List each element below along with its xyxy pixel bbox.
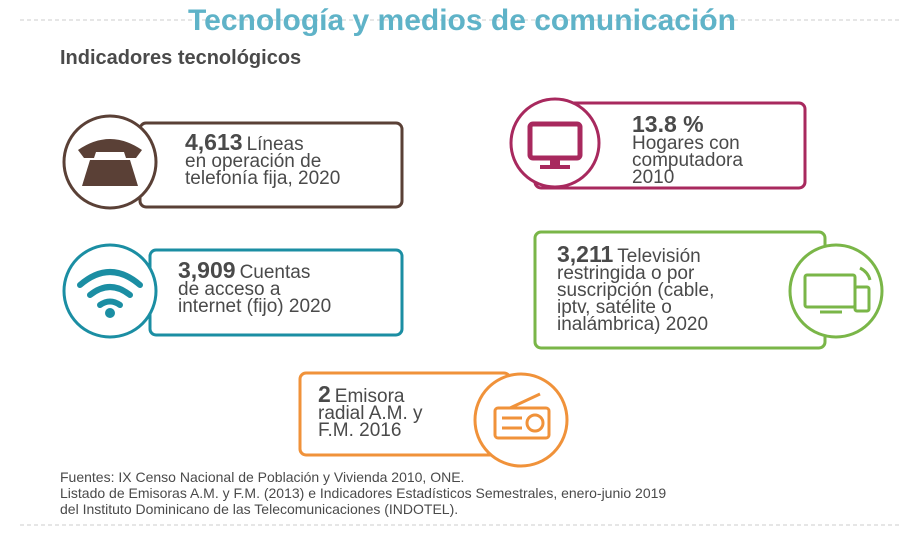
- card-line: restringida o por: [557, 263, 695, 284]
- card-number: 3,909: [178, 257, 236, 283]
- section-title: Indicadores tecnológicos: [60, 47, 301, 69]
- phone-icon: [78, 139, 142, 186]
- tv-icon: [803, 266, 872, 314]
- card-number: 13.8 %: [632, 111, 704, 137]
- radio-icon: [493, 392, 551, 440]
- card-text: 3,909 Cuentas de acceso a internet (fijo) 2…: [178, 257, 331, 317]
- card-line: Cuentas: [240, 262, 311, 283]
- card-line: suscripción (cable,: [557, 280, 714, 301]
- card-text: 3,211 Televisión restringida o por suscripc…: [557, 241, 714, 335]
- card-line: inalámbrica) 2020: [557, 314, 708, 335]
- card-line: en operación de: [185, 151, 321, 172]
- card-number: 2: [318, 381, 331, 407]
- card-text: 2 Emisora radial A.M. y F.M. 2016: [318, 381, 423, 441]
- source-line: del Instituto Dominicano de las Telecomu…: [60, 501, 458, 517]
- card-number: 4,613: [185, 129, 243, 155]
- wifi-icon: [77, 269, 143, 318]
- card-line: Hogares con: [632, 133, 740, 154]
- card-line: Televisión: [617, 246, 700, 267]
- source-line: Fuentes: IX Censo Nacional de Población …: [60, 469, 464, 485]
- card-line: Líneas: [247, 134, 304, 155]
- card-number: 3,211: [557, 241, 613, 267]
- icon-circle: [509, 97, 601, 189]
- page-title: Tecnología y medios de comunicación: [188, 4, 736, 37]
- card-line: iptv, satélite o: [557, 297, 672, 318]
- icon-circle: [788, 243, 884, 339]
- card-line: F.M. 2016: [318, 420, 401, 441]
- computer-icon: [527, 121, 583, 169]
- card-line: computadora: [632, 150, 743, 171]
- icon-circle: [473, 372, 569, 468]
- source-line: Listado de Emisoras A.M. y F.M. (2013) e…: [60, 485, 666, 501]
- card-line: radial A.M. y: [318, 403, 423, 424]
- card-text: 4,613 Líneas en operación de telefonía fija…: [185, 129, 340, 189]
- card-line: internet (fijo) 2020: [178, 296, 331, 317]
- card-text: 13.8 % Hogares con computadora 2010: [632, 111, 743, 188]
- card-line: de acceso a: [178, 279, 281, 300]
- card-line: 2010: [632, 167, 674, 188]
- card-line: telefonía fija, 2020: [185, 168, 340, 189]
- card-line: Emisora: [335, 386, 405, 407]
- icon-circle: [62, 243, 158, 339]
